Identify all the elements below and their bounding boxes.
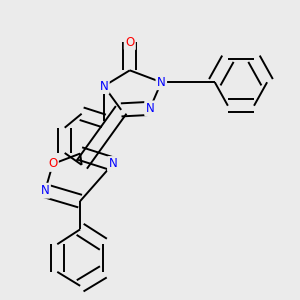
- Text: N: N: [157, 76, 166, 89]
- Text: O: O: [48, 158, 57, 170]
- Text: O: O: [125, 36, 134, 49]
- Text: N: N: [100, 80, 108, 93]
- Text: N: N: [146, 102, 154, 115]
- Text: N: N: [109, 158, 117, 170]
- Text: N: N: [41, 184, 50, 197]
